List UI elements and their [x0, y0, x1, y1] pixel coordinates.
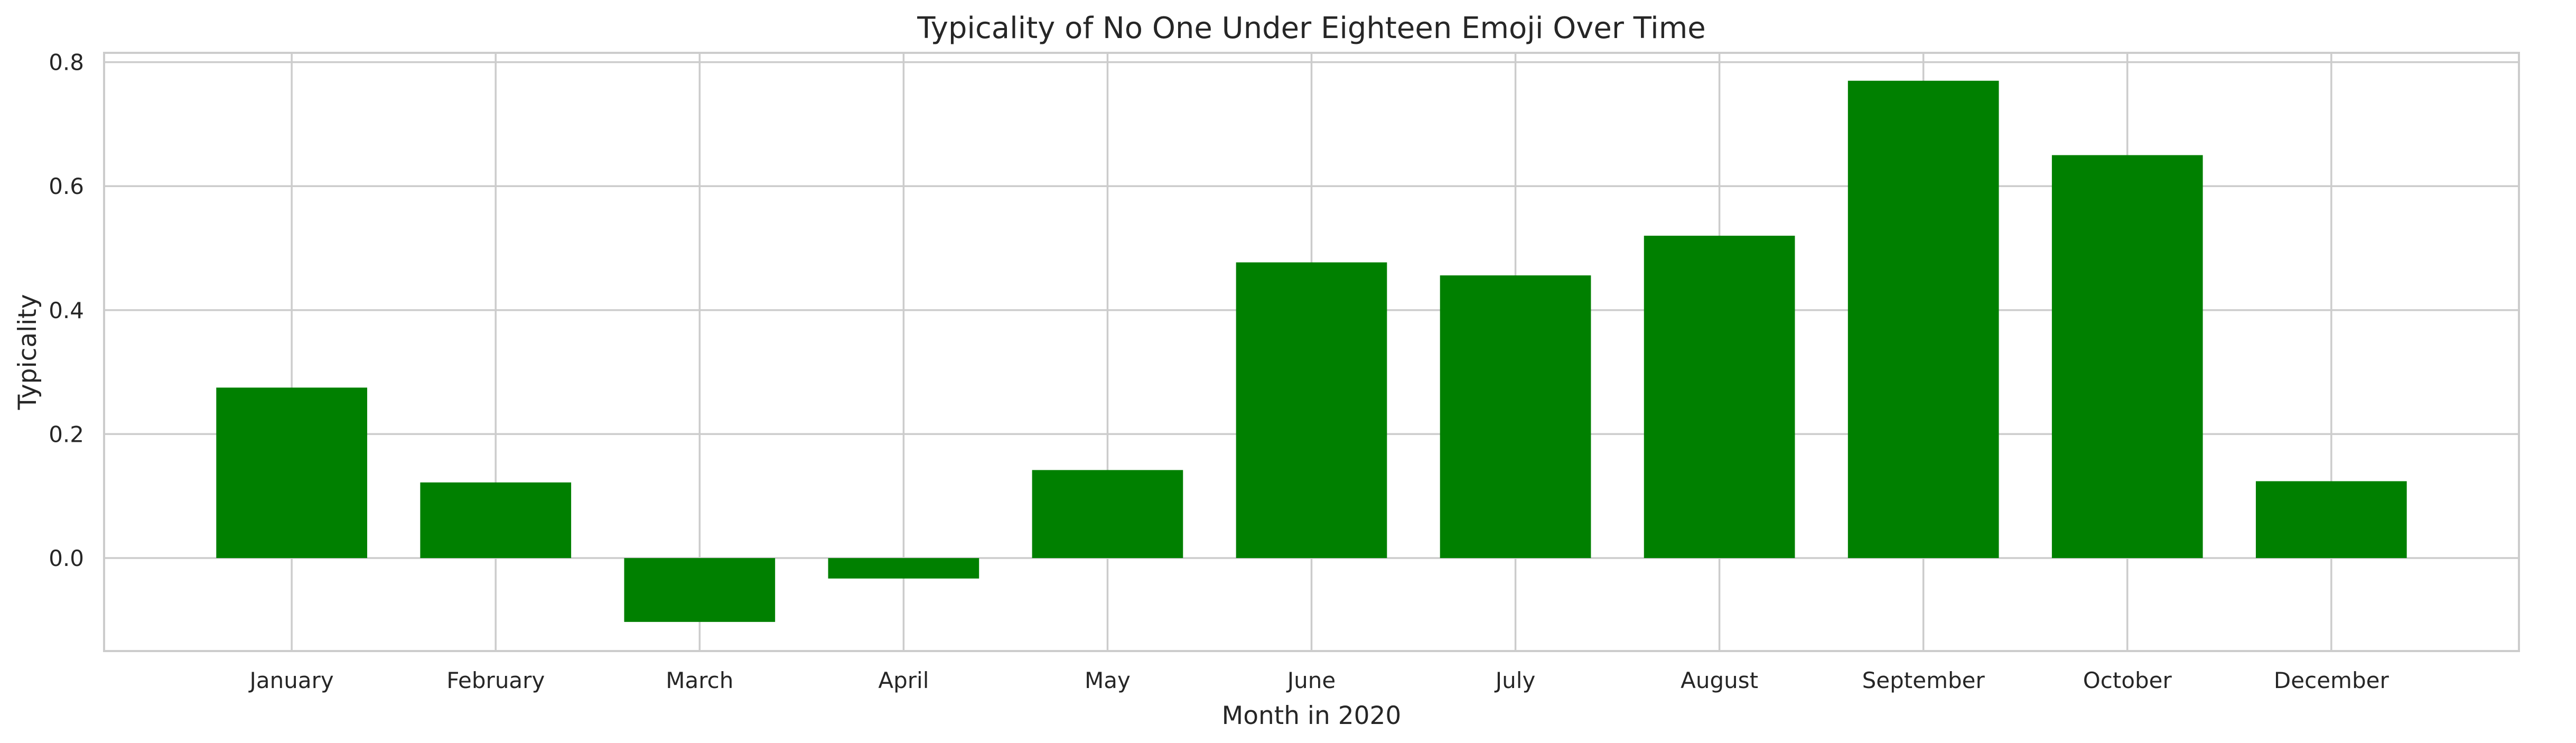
bar-october [2051, 155, 2203, 559]
bar-june [1236, 262, 1387, 559]
bar-july [1440, 275, 1591, 559]
x-tick-label: September [1862, 667, 1985, 693]
chart-title: Typicality of No One Under Eighteen Emoj… [917, 11, 1706, 45]
x-tick-label: April [878, 667, 929, 693]
y-tick-label: 0.2 [49, 421, 84, 447]
bars [216, 80, 2407, 622]
y-tick-label: 0.6 [49, 173, 84, 199]
x-tick-label: July [1494, 667, 1536, 693]
x-axis-label: Month in 2020 [1222, 701, 1402, 730]
x-tick-label: May [1085, 667, 1131, 693]
bar-february [420, 482, 572, 559]
bar-august [1644, 236, 1795, 559]
plot-frame [103, 52, 2520, 652]
y-tick-label: 0.0 [49, 545, 84, 571]
bar-september [1847, 80, 1999, 559]
x-tick-label: March [666, 667, 733, 693]
bar-april [828, 558, 979, 579]
x-tick-label: October [2083, 667, 2172, 693]
x-tick-label: December [2274, 667, 2390, 693]
bar-january [216, 387, 368, 559]
y-axis-label: Typicality [13, 294, 42, 410]
y-tick-label: 0.8 [49, 50, 84, 76]
y-tick-label: 0.4 [49, 298, 84, 323]
bar-may [1032, 470, 1183, 559]
x-tick-label: August [1681, 667, 1758, 693]
x-tick-labels: January February March April May June July Augu… [248, 667, 2390, 693]
x-tick-label: February [446, 667, 545, 693]
bar-march [624, 558, 776, 622]
y-tick-labels: 0.0 0.2 0.4 0.6 0.8 [49, 50, 84, 571]
x-tick-label: June [1286, 667, 1336, 693]
bar-december [2255, 481, 2407, 559]
x-tick-label: January [248, 667, 334, 693]
